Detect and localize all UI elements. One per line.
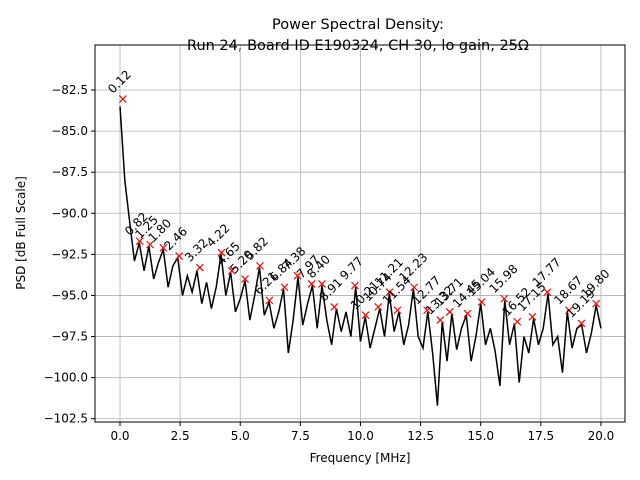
y-tick-label: −82.5 (51, 83, 88, 97)
peak-marker (307, 280, 316, 288)
peak-marker (592, 299, 601, 308)
y-axis-label: PSD [dB Full Scale] (14, 176, 28, 290)
y-tick-label: −87.5 (51, 165, 88, 179)
y-tick-label: −95.0 (51, 288, 88, 302)
x-tick-label: 7.5 (291, 429, 310, 443)
x-tick-label: 10.0 (347, 429, 374, 443)
peak-marker (477, 298, 486, 306)
peak-marker (135, 237, 144, 246)
peak-marker (500, 294, 509, 303)
chart-subtitle: Run 24, Board ID E190324, CH 30, lo gain… (187, 38, 529, 54)
x-tick-label: 2.5 (171, 429, 190, 443)
chart-title: Power Spectral Density: (272, 17, 444, 33)
peak-marker (543, 288, 552, 297)
y-tick-label: −97.5 (51, 330, 88, 344)
peak-marker (393, 306, 402, 315)
psd-line (119, 106, 602, 406)
x-tick-label: 12.5 (407, 429, 434, 443)
peak-marker (528, 312, 537, 321)
peak-marker (159, 243, 168, 252)
peak-marker (423, 306, 432, 315)
peak-marker (118, 95, 127, 103)
peak-marker (280, 283, 289, 292)
peak-marker (217, 248, 226, 257)
peak-marker (175, 252, 184, 260)
plot-frame (94, 44, 626, 423)
peak-marker (293, 271, 302, 280)
peak-marker (565, 306, 573, 315)
peak-marker (146, 240, 154, 249)
y-tick-label: −102.5 (44, 412, 88, 426)
peak-marker (577, 319, 586, 328)
y-tick-label: −90.0 (51, 206, 88, 220)
peak-marker (374, 303, 383, 311)
peak-marker (463, 309, 472, 318)
peak-marker (318, 280, 326, 288)
x-tick-label: 17.5 (527, 429, 554, 443)
peak-marker (513, 317, 522, 326)
peak-label: 0.12 (105, 67, 134, 96)
peak-marker (256, 261, 264, 270)
x-tick-label: 15.0 (467, 429, 494, 443)
peak-marker (195, 263, 204, 272)
x-tick-label: 0.0 (110, 429, 129, 443)
peak-label: 5.82 (242, 234, 271, 263)
y-tick-label: −92.5 (51, 247, 88, 261)
y-tick-label: −85.0 (51, 124, 88, 138)
peak-label: 9.77 (337, 254, 366, 283)
peak-marker (385, 288, 394, 297)
peak-marker (351, 281, 359, 290)
peak-marker (436, 316, 445, 325)
x-tick-label: 20.0 (588, 429, 615, 443)
peak-marker (227, 266, 236, 275)
x-axis-label: Frequency [MHz] (310, 451, 411, 465)
y-tick-label: −100.0 (44, 371, 88, 385)
peak-label: 8.91 (316, 275, 345, 304)
peak-marker (241, 275, 249, 283)
peak-label: 17.77 (530, 255, 564, 289)
peak-marker (265, 296, 274, 305)
peak-marker (361, 311, 370, 320)
peak-marker (330, 303, 339, 311)
peak-marker (445, 307, 454, 316)
x-tick-label: 5.0 (231, 429, 250, 443)
peak-marker (410, 283, 419, 292)
